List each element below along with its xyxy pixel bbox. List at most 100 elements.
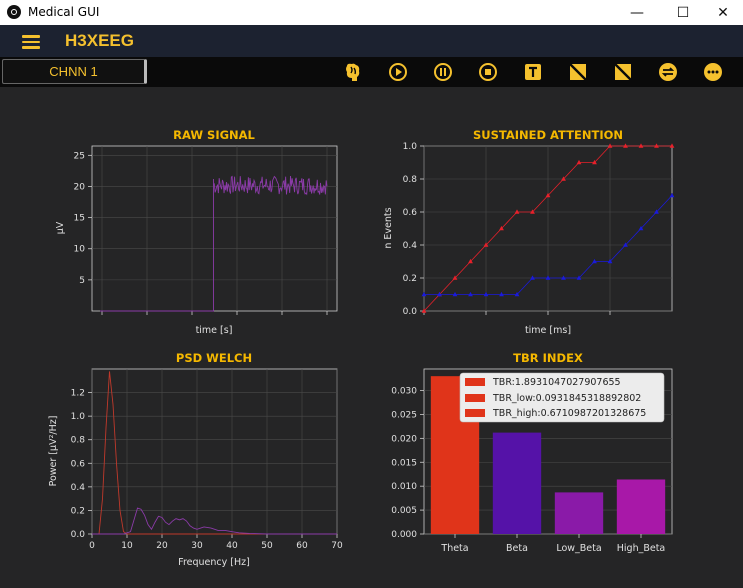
psd-xtick-label: 70 [331, 541, 343, 551]
raw-signal-ytick-label: 25 [74, 151, 85, 161]
attention-data-point [545, 192, 551, 198]
window-title: Medical GUI [28, 5, 100, 19]
psd-series-line [92, 507, 337, 535]
toolbar: CHNN 1 [0, 57, 743, 87]
psd-ytick-label: 0.6 [71, 459, 86, 469]
psd-welch-chart: PSD WELCH 0.0 0.2 0.4 0.6 0.8 1.0 1.2 0 10 20 30 4… [48, 351, 343, 568]
psd-ytick-label: 0.4 [71, 483, 86, 493]
attention-data-point [592, 159, 597, 165]
no-signal-alt-icon[interactable] [613, 62, 633, 82]
attention-data-point [452, 291, 458, 297]
tbr-xtick-label: High_Beta [617, 543, 666, 554]
attention-data-point [530, 275, 535, 280]
raw-signal-title: RAW SIGNAL [173, 128, 255, 142]
tbr-legend-entry: TBR_high:0.6710987201328675 [492, 408, 646, 419]
app-header: H3XEEG [0, 25, 743, 57]
attention-ytick-label: 1.0 [403, 142, 418, 152]
psd-title: PSD WELCH [176, 351, 252, 365]
raw-signal-yticks: 5 10 15 20 25 [74, 151, 92, 286]
attention-data-point [623, 242, 628, 247]
app-logo-icon [7, 5, 21, 19]
attention-data-point [592, 258, 597, 264]
raw-signal-xlabel: time [s] [196, 325, 233, 336]
close-window-button[interactable]: ✕ [717, 4, 729, 21]
attention-data-point [483, 242, 489, 247]
tbr-xtick-label: Low_Beta [556, 543, 601, 554]
tbr-title: TBR INDEX [513, 351, 583, 365]
raw-signal-xticks [101, 311, 328, 315]
attention-ytick-label: 0.0 [403, 307, 418, 317]
text-icon[interactable] [523, 62, 543, 82]
attention-data-point [499, 225, 504, 231]
attention-data-point [561, 275, 566, 280]
psd-ytick-label: 0.0 [71, 530, 86, 540]
attention-data-point [468, 258, 473, 264]
attention-data-point [421, 308, 427, 313]
app-title: H3XEEG [65, 31, 134, 50]
tbr-ytick-label: 0.020 [391, 434, 417, 444]
attention-ylabel: n Events [383, 207, 394, 248]
attention-ytick-label: 0.6 [403, 208, 418, 218]
more-icon[interactable] [703, 62, 723, 82]
tbr-xtick-label: Theta [440, 543, 468, 554]
pause-icon[interactable] [433, 62, 453, 82]
tbr-xtick-label: Beta [506, 543, 528, 554]
tbr-legend-swatch [465, 378, 485, 386]
attention-data-point [561, 176, 566, 181]
tbr-legend-swatch [465, 394, 485, 402]
tbr-bar [554, 492, 604, 534]
sustained-attention-chart: SUSTAINED ATTENTION 0.0 0.2 0.4 0.6 0.8 1.0 t… [383, 128, 675, 336]
attention-data-point [669, 143, 675, 148]
attention-data-point [437, 291, 442, 297]
attention-data-point [607, 143, 613, 148]
psd-ytick-label: 1.2 [71, 389, 85, 399]
tbr-ytick-label: 0.010 [391, 482, 417, 492]
psd-series [92, 371, 337, 535]
attention-ytick-label: 0.8 [403, 175, 418, 185]
psd-ytick-label: 0.2 [71, 506, 85, 516]
play-icon[interactable] [388, 62, 408, 82]
attention-xticks [423, 311, 611, 315]
tbr-ytick-label: 0.030 [391, 387, 417, 397]
raw-signal-ytick-label: 5 [79, 276, 85, 286]
minimize-window-button[interactable]: — [630, 4, 644, 21]
attention-data-point [576, 275, 582, 280]
psd-grid [91, 369, 338, 535]
tbr-bar [616, 479, 666, 534]
attention-series [421, 143, 675, 313]
raw-signal-ylabel: μV [55, 221, 66, 234]
window-title-bar: Medical GUI — ☐ ✕ [0, 0, 743, 25]
swap-icon[interactable] [658, 62, 678, 82]
psd-xtick-label: 40 [226, 541, 238, 551]
attention-xlabel: time [ms] [525, 325, 571, 336]
attention-data-point [654, 209, 659, 214]
attention-data-point [468, 291, 473, 297]
maximize-window-button[interactable]: ☐ [676, 4, 690, 21]
psd-ylabel: Power [μV²/Hz] [48, 416, 59, 487]
raw-signal-chart: RAW SIGNAL 5 10 15 20 25 time [s] μV [55, 128, 338, 336]
psd-ytick-label: 1.0 [71, 412, 86, 422]
psd-frame [91, 368, 338, 535]
psd-xtick-label: 50 [261, 541, 273, 551]
psd-xlabel: Frequency [Hz] [178, 557, 250, 568]
tbr-legend-swatch [465, 409, 485, 417]
menu-icon[interactable] [22, 35, 40, 49]
attention-grid [423, 145, 672, 312]
attention-data-point [638, 225, 644, 231]
attention-data-point [514, 291, 520, 297]
brain-icon[interactable] [343, 62, 363, 82]
attention-title: SUSTAINED ATTENTION [473, 128, 623, 142]
attention-data-point [545, 275, 551, 280]
psd-yticks: 0.0 0.2 0.4 0.6 0.8 1.0 1.2 [71, 389, 92, 540]
plots-canvas: RAW SIGNAL 5 10 15 20 25 time [s] μV SUSTAIN… [48, 128, 675, 568]
attention-ytick-label: 0.4 [403, 241, 418, 251]
channel-selector[interactable]: CHNN 1 [2, 59, 147, 84]
tbr-bar [492, 432, 542, 534]
plots-area: RAW SIGNAL 5 10 15 20 25 time [s] μV SUSTAIN… [0, 87, 743, 588]
tbr-ytick-label: 0.005 [391, 506, 417, 516]
no-signal-icon[interactable] [568, 62, 588, 82]
attention-data-point [421, 291, 427, 297]
stop-icon[interactable] [478, 62, 498, 82]
psd-series-line [92, 371, 337, 535]
psd-xtick-label: 30 [191, 541, 203, 551]
